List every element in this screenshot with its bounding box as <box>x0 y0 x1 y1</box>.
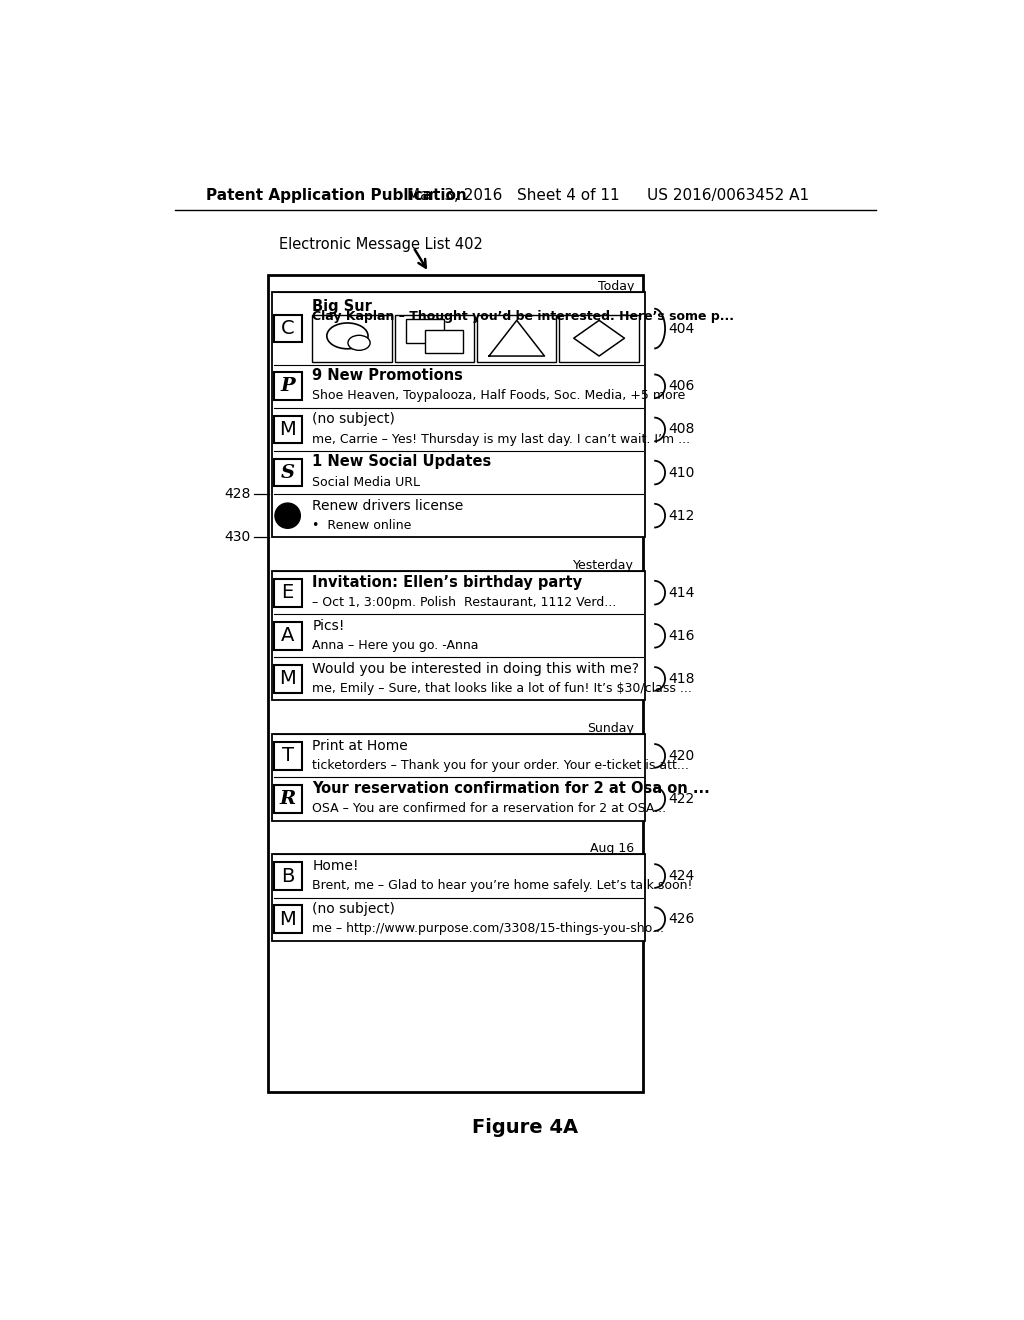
Bar <box>272 734 645 821</box>
Text: 406: 406 <box>669 379 694 393</box>
Text: Patent Application Publication: Patent Application Publication <box>206 187 466 203</box>
Text: M: M <box>280 909 296 929</box>
Bar <box>273 314 302 342</box>
Text: M: M <box>280 669 296 689</box>
Text: 416: 416 <box>669 628 694 643</box>
Bar <box>273 372 302 400</box>
Text: (no subject): (no subject) <box>312 412 395 426</box>
Text: S: S <box>281 463 295 482</box>
Bar <box>273 862 302 890</box>
Bar <box>395 314 474 362</box>
Ellipse shape <box>327 323 368 348</box>
Text: Social Media URL: Social Media URL <box>312 475 421 488</box>
Bar <box>272 854 645 941</box>
Bar <box>273 579 302 607</box>
Text: E: E <box>282 583 294 602</box>
Text: – Oct 1, 3:00pm. Polish  Restaurant, 1112 Verd...: – Oct 1, 3:00pm. Polish Restaurant, 1112… <box>312 595 616 609</box>
Text: 408: 408 <box>669 422 694 437</box>
Text: Today: Today <box>598 280 634 293</box>
Text: 426: 426 <box>669 912 694 927</box>
Text: Clay Kaplan – Thought you’d be interested. Here’s some p...: Clay Kaplan – Thought you’d be intereste… <box>312 310 734 323</box>
Text: me, Carrie – Yes! Thursday is my last day. I can’t wait. I’m ...: me, Carrie – Yes! Thursday is my last da… <box>312 433 690 446</box>
Bar <box>273 742 302 770</box>
Text: 430: 430 <box>224 531 251 544</box>
Bar <box>273 665 302 693</box>
Text: 418: 418 <box>669 672 694 686</box>
Text: Yesterday: Yesterday <box>573 558 634 572</box>
Text: OSA – You are confirmed for a reservation for 2 at OSA...: OSA – You are confirmed for a reservatio… <box>312 803 667 816</box>
Text: 1 New Social Updates: 1 New Social Updates <box>312 454 492 470</box>
Text: Figure 4A: Figure 4A <box>472 1118 578 1137</box>
Bar <box>273 622 302 649</box>
Bar <box>272 572 645 701</box>
Bar <box>312 314 392 362</box>
Text: me – http://www.purpose.com/3308/15-things-you-sho...: me – http://www.purpose.com/3308/15-thin… <box>312 923 665 936</box>
Text: B: B <box>281 866 294 886</box>
Text: 412: 412 <box>669 508 694 523</box>
Bar <box>425 330 463 354</box>
Text: T: T <box>282 746 294 766</box>
Bar <box>267 276 643 1092</box>
Text: me, Emily – Sure, that looks like a lot of fun! It’s $30/class ...: me, Emily – Sure, that looks like a lot … <box>312 682 692 696</box>
Text: Invitation: Ellen’s birthday party: Invitation: Ellen’s birthday party <box>312 574 583 590</box>
Text: Sunday: Sunday <box>587 722 634 735</box>
Text: Would you be interested in doing this with me?: Would you be interested in doing this wi… <box>312 661 639 676</box>
Text: R: R <box>280 791 296 808</box>
Bar <box>406 319 444 343</box>
Text: Big Sur: Big Sur <box>312 298 373 314</box>
Text: (no subject): (no subject) <box>312 902 395 916</box>
Text: M: M <box>280 420 296 440</box>
Bar <box>273 906 302 933</box>
Text: •  Renew online: • Renew online <box>312 519 412 532</box>
Text: Print at Home: Print at Home <box>312 739 409 752</box>
Circle shape <box>275 503 300 528</box>
Text: Electronic Message List 402: Electronic Message List 402 <box>280 238 483 252</box>
Text: 422: 422 <box>669 792 694 807</box>
Text: Anna – Here you go. -Anna: Anna – Here you go. -Anna <box>312 639 479 652</box>
Text: 420: 420 <box>669 748 694 763</box>
Text: Shoe Heaven, Toypalooza, Half Foods, Soc. Media, +5 more: Shoe Heaven, Toypalooza, Half Foods, Soc… <box>312 389 686 403</box>
Text: 424: 424 <box>669 869 694 883</box>
Text: A: A <box>281 626 294 645</box>
Ellipse shape <box>348 335 370 350</box>
Text: Brent, me – Glad to hear you’re home safely. Let’s talk soon!: Brent, me – Glad to hear you’re home saf… <box>312 879 693 892</box>
Text: ticketorders – Thank you for your order. Your e-ticket is att...: ticketorders – Thank you for your order.… <box>312 759 689 772</box>
Text: 404: 404 <box>669 322 694 335</box>
Text: Your reservation confirmation for 2 at Osa on ...: Your reservation confirmation for 2 at O… <box>312 781 711 796</box>
Text: US 2016/0063452 A1: US 2016/0063452 A1 <box>647 187 809 203</box>
Bar <box>273 459 302 487</box>
Text: 410: 410 <box>669 466 694 479</box>
Text: 414: 414 <box>669 586 694 599</box>
Bar <box>273 416 302 444</box>
Bar <box>477 314 556 362</box>
Bar <box>273 785 302 813</box>
Text: Home!: Home! <box>312 859 359 873</box>
Text: 9 New Promotions: 9 New Promotions <box>312 368 463 383</box>
Text: Aug 16: Aug 16 <box>590 842 634 855</box>
Text: 428: 428 <box>224 487 251 502</box>
Text: Mar. 3, 2016   Sheet 4 of 11: Mar. 3, 2016 Sheet 4 of 11 <box>407 187 620 203</box>
Text: P: P <box>281 378 295 395</box>
Text: Pics!: Pics! <box>312 619 345 632</box>
Text: Renew drivers license: Renew drivers license <box>312 499 464 512</box>
Bar <box>559 314 639 362</box>
Text: C: C <box>281 319 295 338</box>
Bar <box>272 293 645 537</box>
